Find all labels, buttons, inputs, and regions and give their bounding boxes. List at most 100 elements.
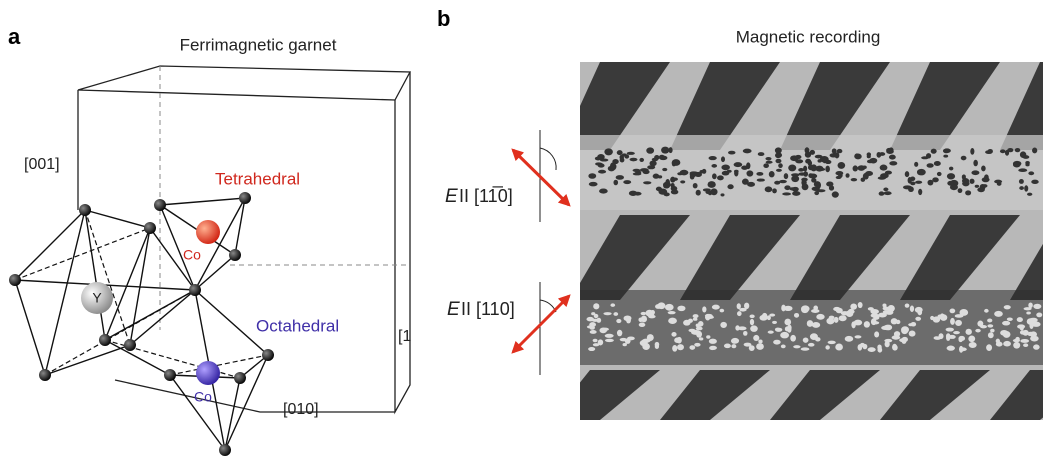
texture — [588, 347, 596, 352]
texture — [589, 330, 597, 334]
texture — [1031, 179, 1039, 185]
texture — [902, 185, 912, 190]
texture — [746, 170, 754, 177]
texture — [1027, 192, 1033, 196]
texture — [933, 161, 941, 167]
texture — [650, 310, 655, 315]
texture — [613, 179, 619, 186]
texture — [626, 151, 635, 155]
field-symbol: E — [447, 299, 460, 320]
texture — [916, 168, 926, 176]
texture — [1000, 62, 1043, 150]
texture — [657, 175, 663, 179]
texture — [780, 62, 890, 150]
texture — [680, 215, 800, 300]
texture — [702, 306, 707, 313]
ion-label: Co — [183, 247, 201, 263]
texture — [691, 329, 701, 335]
texture — [665, 179, 670, 186]
texture — [982, 184, 988, 188]
texture — [1014, 147, 1021, 153]
texture — [932, 177, 939, 183]
texture — [825, 345, 830, 350]
texture — [775, 158, 782, 164]
texture — [1003, 305, 1011, 310]
texture — [670, 182, 675, 188]
texture — [893, 331, 901, 337]
texture — [834, 152, 840, 159]
texture — [765, 157, 772, 161]
texture — [793, 345, 801, 349]
texture — [753, 334, 760, 342]
texture — [910, 321, 917, 327]
texture — [816, 313, 825, 320]
texture — [878, 152, 886, 156]
texture — [890, 318, 898, 325]
texture — [1023, 343, 1029, 348]
ion-label: Y — [92, 290, 102, 306]
texture — [707, 181, 716, 188]
axis-label: [010] — [283, 401, 319, 418]
texture — [1028, 302, 1033, 309]
texture — [632, 168, 641, 173]
texture — [692, 183, 698, 189]
texture — [838, 315, 847, 322]
texture — [968, 335, 976, 343]
texture — [987, 318, 993, 323]
texture — [927, 179, 934, 186]
texture — [955, 319, 962, 326]
site-label: Tetrahedral — [215, 169, 300, 188]
texture — [720, 321, 727, 328]
panel-title: Magnetic recording — [736, 27, 881, 46]
texture — [616, 329, 623, 337]
texture — [646, 147, 655, 154]
texture — [766, 315, 771, 321]
texture — [869, 157, 878, 164]
texture — [809, 149, 816, 155]
texture — [977, 320, 984, 327]
texture — [790, 215, 910, 300]
texture — [1030, 335, 1039, 342]
texture — [948, 166, 954, 171]
unit-cell — [77, 65, 412, 415]
texture — [671, 332, 677, 337]
texture — [915, 316, 922, 321]
texture — [632, 172, 642, 176]
texture — [702, 188, 711, 192]
texture — [857, 301, 863, 309]
texture — [1032, 147, 1038, 154]
texture — [1018, 168, 1028, 173]
texture — [986, 344, 993, 352]
texture — [604, 148, 613, 156]
texture — [882, 306, 890, 311]
texture — [744, 302, 750, 310]
texture — [946, 173, 956, 180]
texture — [835, 170, 844, 176]
texture — [811, 177, 817, 183]
texture — [994, 179, 1003, 184]
texture — [845, 173, 850, 178]
texture — [1020, 338, 1030, 343]
texture — [1027, 331, 1034, 337]
texture — [580, 62, 670, 150]
texture — [918, 188, 923, 196]
texture — [756, 343, 764, 350]
texture — [987, 148, 993, 154]
texture — [883, 191, 892, 196]
axis-label: [001] — [24, 156, 60, 173]
texture — [901, 326, 909, 334]
texture — [930, 315, 935, 321]
texture — [953, 331, 960, 335]
texture — [943, 154, 949, 158]
texture — [727, 184, 734, 190]
texture — [877, 176, 886, 180]
texture — [661, 146, 670, 154]
texture — [885, 309, 894, 315]
texture — [747, 181, 756, 187]
texture — [810, 164, 817, 172]
texture — [642, 169, 650, 175]
texture — [599, 188, 608, 194]
texture — [883, 187, 889, 192]
texture — [659, 155, 668, 161]
